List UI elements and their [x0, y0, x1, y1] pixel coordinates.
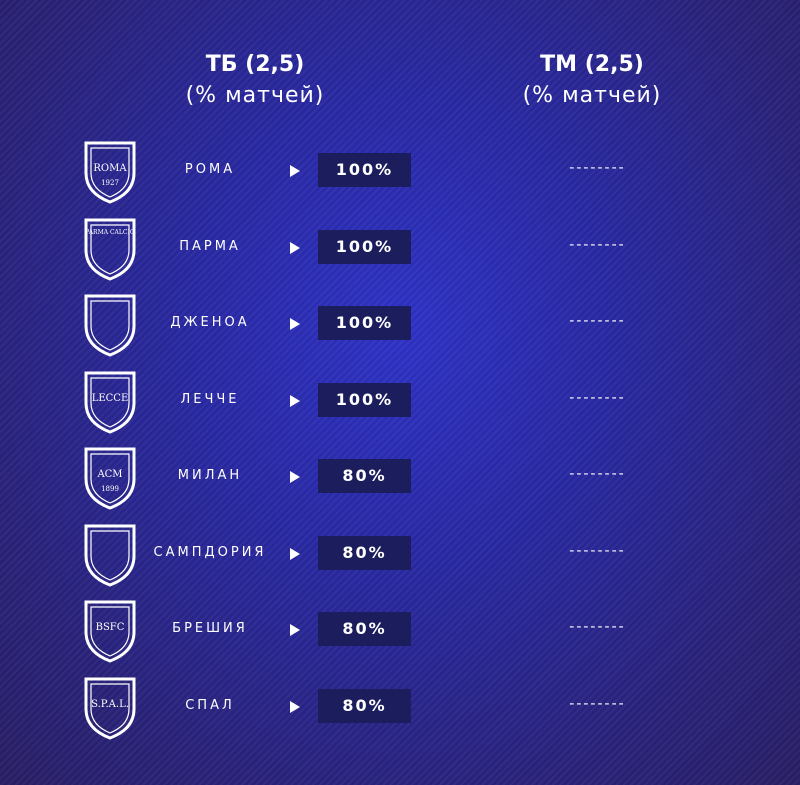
team-name: САМПДОРИЯ	[153, 544, 267, 560]
crest-shield	[84, 524, 136, 587]
under-placeholder: --------	[569, 619, 626, 635]
team-crest: ROMA 1927	[84, 141, 136, 204]
header-title: ТБ (2,5)	[205, 52, 305, 77]
team-name: СПАЛ	[185, 697, 235, 713]
crest-inner	[90, 376, 130, 428]
arrow-icon	[290, 700, 300, 713]
team-crest: LECCE	[84, 371, 136, 434]
over-percent: 80%	[318, 688, 411, 723]
crest-inner	[90, 606, 130, 657]
over-percent: 80%	[318, 535, 411, 570]
crest-shield	[84, 677, 136, 740]
crest-inner	[90, 147, 130, 198]
table-row: PARMA CALCIO ПАРМА 100% --------	[0, 213, 800, 283]
team-crest: PARMA CALCIO	[84, 218, 136, 281]
team-crest	[84, 294, 136, 357]
team-name: ПАРМА	[179, 238, 241, 254]
arrow-icon	[290, 624, 300, 636]
crest-inner	[90, 682, 130, 734]
team-crest	[84, 524, 136, 587]
table-row: ROMA 1927 РОМА 100% --------	[0, 136, 800, 206]
crest-inner	[90, 453, 130, 504]
under-placeholder: --------	[569, 160, 626, 176]
crest-shield	[84, 447, 136, 510]
table-row: BSFC БРЕШИЯ 80% --------	[0, 595, 800, 665]
under-placeholder: --------	[569, 695, 626, 712]
over-percent: 100%	[318, 229, 411, 264]
team-name: МИЛАН	[177, 468, 243, 483]
arrow-icon	[290, 471, 300, 483]
team-crest: S.P.A.L.	[84, 677, 136, 740]
crest-year: 1899	[101, 485, 119, 493]
arrow-icon	[290, 318, 300, 330]
over-percent: 100%	[318, 382, 411, 417]
arrow-shape	[290, 394, 300, 407]
over-percent: 80%	[318, 612, 411, 646]
crest-shield	[84, 294, 136, 357]
table-row: S.P.A.L. СПАЛ 80% --------	[0, 672, 800, 742]
arrow-shape	[290, 624, 300, 636]
header-subtitle: (% матчей)	[522, 83, 662, 108]
arrow-shape	[290, 165, 300, 177]
team-name: БРЕШИЯ	[172, 621, 248, 636]
arrow-icon	[290, 394, 300, 407]
crest-inner	[90, 223, 130, 275]
arrow-icon	[290, 241, 300, 254]
header-title: ТМ (2,5)	[540, 52, 644, 77]
over-percent: 80%	[318, 459, 411, 493]
team-crest: BSFC	[84, 600, 136, 663]
team-name: РОМА	[184, 162, 236, 177]
crest-year: 1927	[101, 179, 119, 187]
under-placeholder: --------	[569, 236, 626, 253]
under-placeholder: --------	[569, 466, 626, 482]
table-row: ДЖЕНОА 100% --------	[0, 289, 800, 359]
under-placeholder: --------	[569, 389, 626, 406]
team-crest: ACM 1899	[84, 447, 136, 510]
arrow-shape	[290, 318, 300, 330]
under-placeholder: --------	[569, 542, 626, 559]
crest-text: PARMA CALCIO	[85, 229, 135, 236]
over-header: ТБ (2,5) (% матчей)	[135, 50, 375, 112]
crest-inner	[90, 300, 130, 351]
arrow-icon	[290, 165, 300, 177]
arrow-shape	[290, 241, 300, 254]
crest-inner	[90, 529, 130, 581]
crest-shield	[84, 141, 136, 204]
table-row: САМПДОРИЯ 80% --------	[0, 519, 800, 589]
team-name: ЛЕЧЧЕ	[180, 391, 240, 407]
table-row: ACM 1899 МИЛАН 80% --------	[0, 442, 800, 512]
under-header: ТМ (2,5) (% матчей)	[472, 50, 712, 112]
crest-text: ACM	[96, 469, 122, 480]
arrow-shape	[290, 547, 300, 560]
arrow-icon	[290, 547, 300, 560]
under-placeholder: --------	[569, 313, 626, 329]
header-subtitle: (% матчей)	[185, 83, 325, 108]
crest-text: S.P.A.L.	[91, 699, 129, 710]
arrow-shape	[290, 700, 300, 713]
crest-shield	[84, 218, 136, 281]
crest-text: ROMA	[93, 163, 127, 174]
arrow-shape	[290, 471, 300, 483]
crest-text: BSFC	[96, 622, 125, 633]
crest-shield	[84, 600, 136, 663]
team-name: ДЖЕНОА	[170, 315, 250, 330]
table-row: LECCE ЛЕЧЧЕ 100% --------	[0, 366, 800, 436]
crest-shield	[84, 371, 136, 434]
over-percent: 100%	[318, 153, 411, 187]
crest-text: LECCE	[92, 393, 129, 404]
over-percent: 100%	[318, 306, 411, 340]
